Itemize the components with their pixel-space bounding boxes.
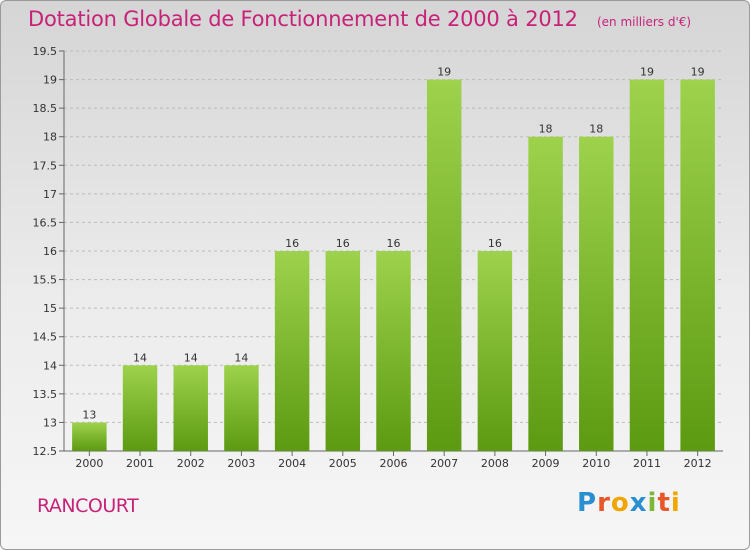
bar: [426, 79, 462, 452]
data-label: 16: [285, 237, 299, 250]
logo-letter: o: [610, 488, 630, 518]
bar: [680, 79, 715, 452]
y-tick-label: 19.5: [33, 45, 58, 58]
data-label: 18: [539, 123, 553, 136]
data-label: 19: [691, 66, 705, 79]
logo-letter: i: [670, 488, 681, 518]
data-label: 16: [336, 237, 350, 250]
y-tick-label: 12.5: [33, 445, 58, 458]
x-tick-label: 2005: [329, 457, 357, 470]
x-tick-label: 2006: [380, 457, 408, 470]
bar: [629, 79, 665, 452]
y-tick-label: 19: [43, 74, 57, 87]
bar: [376, 251, 411, 451]
data-label: 16: [488, 237, 502, 250]
y-tick-label: 17: [43, 188, 57, 201]
bar: [477, 251, 513, 451]
data-label: 14: [234, 351, 248, 364]
logo-letter: t: [657, 488, 671, 518]
y-tick-label: 18: [43, 131, 57, 144]
x-tick-label: 2003: [227, 457, 255, 470]
data-label: 14: [133, 351, 147, 364]
x-tick-label: 2000: [75, 457, 103, 470]
logo-letter: x: [629, 488, 648, 518]
x-tick-label: 2009: [532, 457, 560, 470]
bar: [173, 365, 208, 451]
y-tick-label: 13: [43, 416, 57, 429]
data-label: 16: [387, 237, 401, 250]
x-tick-label: 2002: [177, 457, 205, 470]
chart-title-text: Dotation Globale de Fonctionnement de 20…: [28, 7, 578, 31]
bar: [122, 365, 158, 451]
y-tick-label: 14.5: [33, 331, 58, 344]
x-tick-label: 2001: [126, 457, 154, 470]
y-tick-label: 18.5: [33, 102, 58, 115]
x-tick-label: 2012: [684, 457, 712, 470]
x-tick-label: 2010: [582, 457, 610, 470]
data-label: 19: [640, 66, 654, 79]
proxiti-logo[interactable]: Proxiti: [577, 488, 681, 518]
data-label: 18: [589, 123, 603, 136]
bar: [579, 136, 614, 451]
bar: [72, 422, 107, 451]
x-tick-label: 2008: [481, 457, 509, 470]
y-tick-label: 16.5: [33, 216, 58, 229]
bars: [72, 79, 715, 452]
data-label: 13: [82, 408, 96, 421]
y-tick-label: 14: [43, 359, 57, 372]
town-name: RANCOURT: [37, 495, 139, 517]
y-tick-label: 15: [43, 302, 57, 315]
x-tick-label: 2004: [278, 457, 306, 470]
logo-letter: P: [577, 488, 598, 518]
bar: [224, 365, 259, 451]
x-tick-label: 2007: [430, 457, 458, 470]
chart-unit-label: (en milliers d'€): [596, 15, 692, 29]
bar: [528, 136, 563, 451]
logo-letter: r: [597, 488, 611, 518]
labels: 12.5 13 13.5 14 14.5 15 15.5 16 16.5 17 17.5 18 18.5…: [33, 45, 712, 470]
x-tick-label: 2011: [633, 457, 661, 470]
y-tick-label: 15.5: [33, 274, 58, 287]
bar: [325, 251, 361, 451]
bar: [274, 251, 310, 451]
logo-letter: i: [647, 488, 658, 518]
data-label: 14: [184, 351, 198, 364]
y-tick-label: 17.5: [33, 159, 58, 172]
chart-title: Dotation Globale de Fonctionnement de 20…: [28, 7, 691, 31]
y-tick-label: 16: [43, 245, 57, 258]
y-tick-label: 13.5: [33, 388, 58, 401]
data-label: 19: [437, 66, 451, 79]
